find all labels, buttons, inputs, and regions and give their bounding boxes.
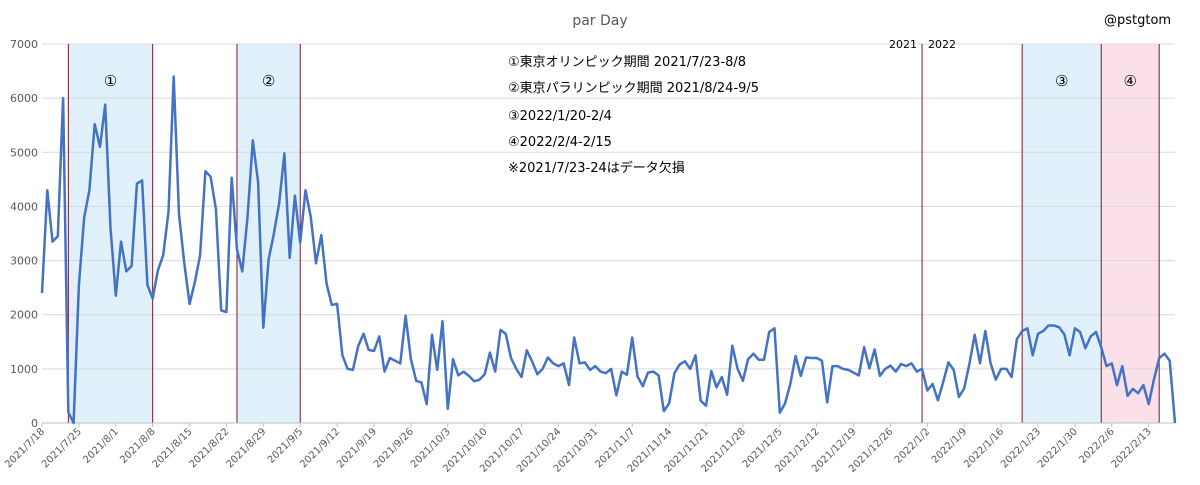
- year-label-2021: 2021: [889, 38, 917, 51]
- period-label-3: ③: [1055, 72, 1068, 90]
- y-tick-label: 5000: [10, 146, 38, 159]
- y-tick-label: 3000: [10, 255, 38, 268]
- author-handle: @pstgtom: [1104, 13, 1171, 28]
- y-tick-label: 0: [31, 417, 38, 430]
- period-band-4: [1101, 44, 1160, 423]
- year-label-2022: 2022: [928, 38, 956, 51]
- annotation-5: ※2021/7/23-24はデータ欠損: [508, 160, 685, 176]
- y-tick-label: 7000: [10, 38, 38, 51]
- annotation-2: ②東京パラリンピック期間 2021/8/24-9/5: [508, 80, 759, 96]
- chart-title: par Day: [572, 13, 627, 29]
- period-labels: ① ② ③ ④: [104, 72, 1137, 90]
- annotation-4: ④2022/2/4-2/15: [508, 135, 612, 150]
- period-label-2: ②: [262, 72, 275, 90]
- annotation-1: ①東京オリンピック期間 2021/7/23-8/8: [508, 54, 746, 70]
- period-label-4: ④: [1123, 72, 1136, 90]
- annotation-3: ③2022/1/20-2/4: [508, 109, 612, 124]
- y-tick-label: 6000: [10, 92, 38, 105]
- y-tick-label: 1000: [10, 363, 38, 376]
- series-line-1: [40, 75, 1177, 425]
- y-tick-label: 2000: [10, 309, 38, 322]
- period-label-1: ①: [104, 72, 117, 90]
- period-band-3: [1022, 44, 1102, 423]
- period-lines: [67, 44, 1160, 423]
- y-axis-ticks: 0 1000 2000 3000 4000 5000 6000 7000: [10, 38, 38, 430]
- y-tick-label: 4000: [10, 200, 38, 213]
- series-group: [40, 75, 1177, 425]
